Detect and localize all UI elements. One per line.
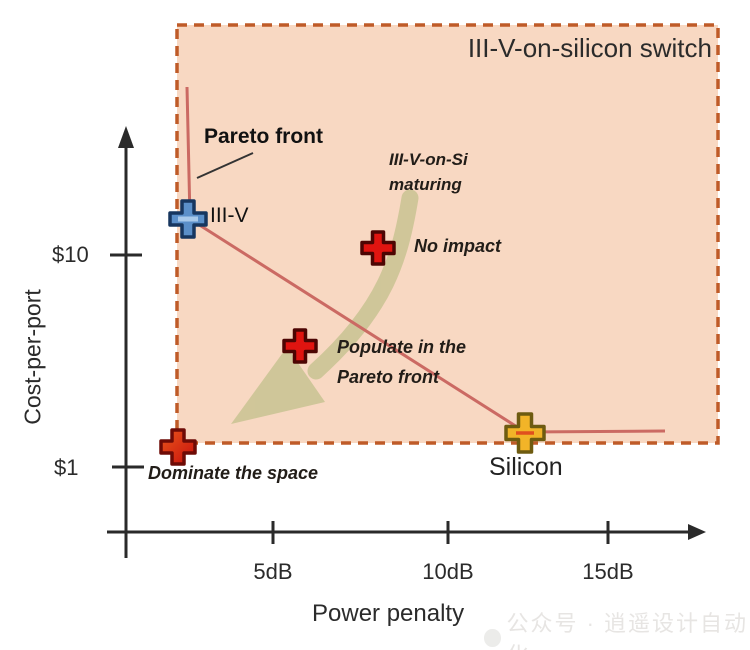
maturing-arrow-shaft (307, 189, 419, 380)
region-box (175, 23, 720, 445)
x-axis-title: Power penalty (312, 600, 465, 627)
pareto-label-leader-line (196, 152, 254, 179)
y-axis-arrowhead (118, 126, 134, 148)
populate-cross-icon (282, 328, 318, 364)
maturing-annotation: III-V-on-Si maturing (389, 147, 468, 197)
dominate-cross-icon (159, 428, 197, 466)
x-tick-label-10db: 10dB (422, 559, 474, 584)
marker-no-impact (360, 230, 396, 266)
watermark-text: 公众号 · 逍遥设计自动化 (506, 611, 749, 650)
y-axis-title: Cost-per-port (19, 289, 46, 425)
watermark: 公众号 · 逍遥设计自动化 (484, 606, 750, 650)
axes (107, 126, 706, 558)
region-title: III-V-on-silicon switch (467, 33, 712, 63)
iii-v-label: III-V (210, 204, 249, 227)
marker-dominate (159, 428, 197, 466)
maturing-annotation-line2: maturing (389, 175, 462, 194)
marker-silicon (504, 412, 546, 454)
x-axis-arrowhead (688, 524, 706, 540)
silicon-label: Silicon (489, 453, 563, 481)
no-impact-cross-icon (360, 230, 396, 266)
no-impact-annotation: No impact (414, 236, 502, 256)
populate-annotation-line2: Pareto front (337, 367, 440, 387)
populate-annotation: Populate in the Pareto front (337, 332, 466, 392)
y-tick-label-10: $10 (52, 242, 89, 267)
y-tick-label-1: $1 (54, 455, 79, 480)
maturing-annotation-line1: III-V-on-Si (389, 150, 468, 169)
pareto-front-line (185, 86, 666, 434)
watermark-logo-icon (484, 629, 501, 647)
marker-populate (282, 328, 318, 364)
dominate-annotation: Dominate the space (148, 463, 319, 483)
populate-annotation-line1: Populate in the (337, 337, 467, 357)
maturing-arrowhead (231, 347, 325, 424)
maturing-arrow (231, 189, 419, 424)
x-tick-label-15db: 15dB (582, 559, 634, 584)
x-tick-label-5db: 5dB (253, 559, 293, 584)
marker-iii-v (168, 199, 208, 239)
pareto-front-label: Pareto front (204, 125, 324, 148)
